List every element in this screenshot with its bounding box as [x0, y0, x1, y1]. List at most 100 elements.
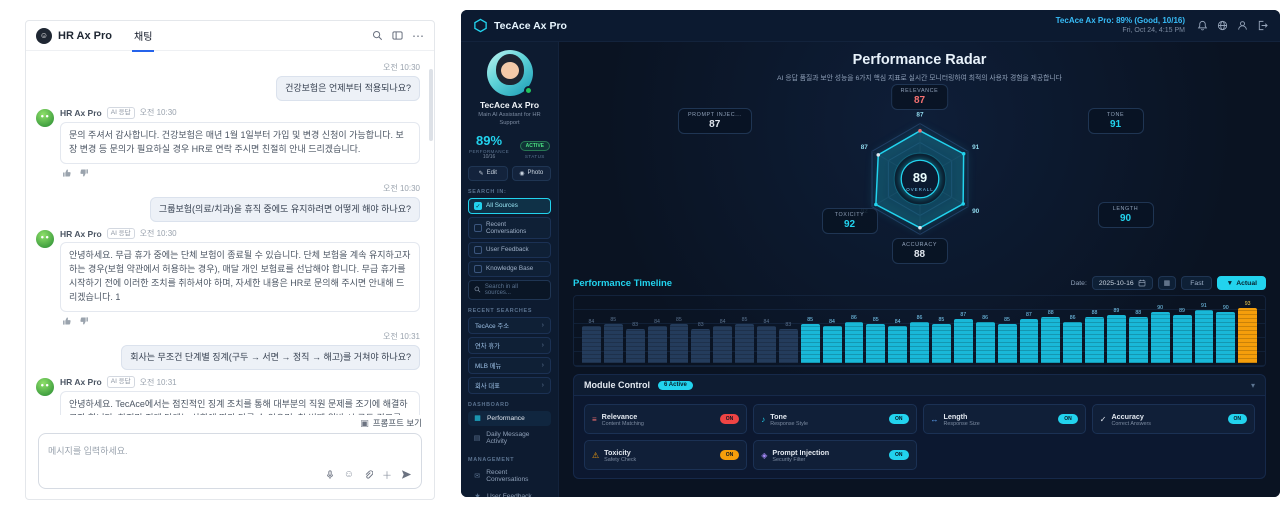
- timeline-bar[interactable]: 89: [1107, 301, 1126, 363]
- timeline-bar[interactable]: 84: [713, 301, 733, 363]
- attachment-icon[interactable]: [363, 469, 373, 480]
- logout-icon[interactable]: [1257, 20, 1268, 31]
- prompt-view-button[interactable]: ▣ 프롬프트 보기: [360, 417, 422, 429]
- module-toggle[interactable]: ON: [889, 414, 909, 424]
- sidebar-item-daily-message-activity[interactable]: ▤ Daily Message Activity: [468, 428, 551, 449]
- nav-item-label: Performance: [487, 414, 525, 422]
- timeline-bar[interactable]: 90: [1216, 301, 1236, 363]
- module-card-prompt-injection[interactable]: ◈ Prompt Injection Security Filter ON: [753, 440, 917, 470]
- active-modules-badge: 6 Active: [658, 380, 693, 390]
- timeline-bar[interactable]: 83: [778, 301, 798, 363]
- sidebar-item-user-feedback[interactable]: ★ User Feedback: [468, 489, 551, 497]
- timeline-bar[interactable]: 89: [1172, 301, 1192, 363]
- module-toggle[interactable]: ON: [1227, 414, 1247, 424]
- profile-stats: 89% PERFORMANCE 10/16 ACTIVE STATUS: [468, 134, 551, 160]
- timeline-bar[interactable]: 88: [1041, 301, 1061, 363]
- search-source-option[interactable]: User Feedback: [468, 241, 551, 258]
- datetime-text: Fri, Oct 24, 4:15 PM: [1122, 27, 1185, 35]
- chevron-down-icon[interactable]: ▾: [1250, 380, 1255, 390]
- timeline-bar[interactable]: 84: [647, 301, 667, 363]
- emoji-icon[interactable]: ☺: [343, 469, 354, 480]
- recent-search-item[interactable]: MLB 메뉴 ›: [468, 356, 551, 374]
- user-icon[interactable]: [1237, 20, 1248, 31]
- photo-button[interactable]: ◉ Photo: [511, 165, 551, 181]
- module-card-accuracy[interactable]: ✓ Accuracy Correct Answers ON: [1091, 404, 1255, 434]
- module-toggle[interactable]: ON: [1058, 414, 1078, 424]
- timeline-bar[interactable]: 85: [997, 301, 1017, 363]
- module-toggle[interactable]: ON: [889, 450, 909, 460]
- calendar-grid-button[interactable]: ▦: [1157, 276, 1177, 290]
- timeline-bar[interactable]: 84: [822, 301, 842, 363]
- timeline-bar[interactable]: 86: [1063, 301, 1083, 363]
- timeline-bar[interactable]: 85: [866, 301, 886, 363]
- sidebar-search-input[interactable]: Search in all sources...: [468, 279, 551, 300]
- date-picker[interactable]: 2025-10-16: [1091, 276, 1153, 290]
- profile-avatar[interactable]: [486, 50, 533, 96]
- timeline-bar[interactable]: 84: [757, 301, 776, 363]
- search-source-label: Recent Conversations: [486, 220, 527, 235]
- thumbs-up-button[interactable]: [62, 316, 72, 326]
- module-card-relevance[interactable]: ≡ Relevance Content Matching ON: [584, 404, 748, 434]
- fast-toggle-button[interactable]: Fast: [1181, 276, 1213, 290]
- actual-toggle-button[interactable]: ▼ Actual: [1217, 276, 1266, 290]
- add-icon[interactable]: ＋: [382, 471, 392, 482]
- module-title: Prompt Injection: [772, 447, 830, 457]
- sidebar-item-performance[interactable]: ▦ Performance: [468, 410, 551, 426]
- message-input[interactable]: 메시지를 입력하세요. ☺ ＋: [38, 433, 422, 489]
- timeline-bar[interactable]: 87: [1019, 301, 1039, 363]
- recent-search-item[interactable]: 회사 대표 ›: [468, 376, 551, 394]
- recent-search-item[interactable]: TecAce 주소 ›: [468, 316, 551, 334]
- timeline-bar[interactable]: 86: [910, 301, 929, 363]
- module-control-header[interactable]: Module Control 6 Active ▾: [573, 374, 1266, 396]
- timeline-bar[interactable]: 93: [1238, 301, 1258, 363]
- timeline-bar[interactable]: 87: [953, 301, 973, 363]
- module-title: Relevance: [601, 411, 638, 421]
- chat-scrollbar[interactable]: [429, 69, 433, 141]
- panel-icon[interactable]: [392, 30, 403, 41]
- module-toggle[interactable]: ON: [719, 450, 740, 460]
- nav-item-label: User Feedback: [487, 492, 532, 497]
- sidebar-item-recent-conversations[interactable]: ✉ Recent Conversations: [468, 466, 551, 487]
- send-icon[interactable]: [401, 469, 412, 480]
- search-source-option[interactable]: Recent Conversations: [468, 216, 551, 239]
- search-source-option[interactable]: ✓ All Sources: [468, 197, 551, 214]
- chevron-right-icon: ›: [541, 361, 544, 369]
- timeline-bar[interactable]: 85: [669, 301, 689, 363]
- timeline-bar[interactable]: 85: [603, 301, 623, 363]
- timeline-bar[interactable]: 85: [800, 301, 820, 363]
- module-card-length[interactable]: ↔ Length Response Size ON: [922, 404, 1086, 434]
- timeline-bar[interactable]: 84: [582, 301, 601, 363]
- timeline-bar[interactable]: 84: [888, 301, 908, 363]
- tab-chat[interactable]: 채팅: [132, 21, 155, 52]
- recent-search-item[interactable]: 연차 휴가 ›: [468, 336, 551, 354]
- timeline-bar[interactable]: 85: [932, 301, 951, 363]
- thumbs-up-button[interactable]: [62, 168, 72, 178]
- thumbs-down-button[interactable]: [79, 316, 89, 326]
- bell-icon[interactable]: [1197, 20, 1208, 31]
- search-icon[interactable]: [372, 30, 383, 41]
- timeline-bar[interactable]: 90: [1150, 301, 1170, 363]
- timeline-bar[interactable]: 91: [1194, 301, 1214, 363]
- globe-icon[interactable]: [1217, 20, 1228, 31]
- mic-icon[interactable]: [325, 469, 335, 480]
- search-source-option[interactable]: Knowledge Base: [468, 260, 551, 277]
- radar-metric-prompt-injection: PROMPT INJEC... 87: [677, 108, 752, 134]
- module-card-tone[interactable]: ♪ Tone Response Style ON: [753, 404, 917, 434]
- timeline-bar[interactable]: 83: [691, 301, 711, 363]
- timeline-bar[interactable]: 88: [1128, 301, 1148, 363]
- date-value: 2025-10-16: [1098, 279, 1134, 287]
- radar-metric-length: LENGTH 90: [1097, 202, 1154, 228]
- module-card-toxicity[interactable]: ⚠ Toxicity Safety Check ON: [584, 440, 748, 470]
- thumbs-down-button[interactable]: [79, 168, 89, 178]
- timeline-bar[interactable]: 88: [1085, 301, 1104, 363]
- timeline-bar[interactable]: 83: [625, 301, 645, 363]
- timeline-bar[interactable]: 86: [844, 301, 864, 363]
- edit-profile-button[interactable]: ✎ Edit: [468, 165, 508, 181]
- timeline-bar[interactable]: 86: [975, 301, 995, 363]
- timeline-bar[interactable]: 85: [735, 301, 754, 363]
- chat-message-list[interactable]: 오전 10:30 건강보험은 언제부터 적용되나요? HR Ax Pro AI 응답 오…: [26, 51, 434, 415]
- bar-value-label: 93: [1244, 301, 1251, 307]
- module-toggle[interactable]: ON: [719, 414, 740, 424]
- bar-value-label: 90: [1157, 305, 1164, 312]
- more-options-icon[interactable]: ⋯: [412, 28, 424, 43]
